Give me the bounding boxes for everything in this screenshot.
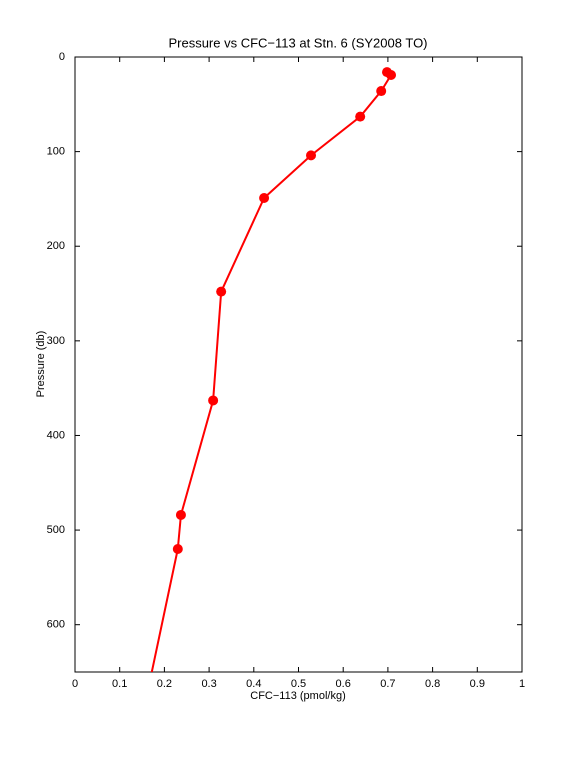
y-tick-label: 200 [47, 240, 65, 252]
data-point [208, 395, 219, 406]
data-point [216, 286, 227, 297]
y-tick-label: 600 [47, 619, 65, 631]
x-axis-label: CFC−113 (pmol/kg) [250, 690, 345, 702]
data-point [386, 69, 397, 80]
y-tick-label: 100 [47, 146, 65, 158]
x-tick-label: 0.9 [470, 678, 485, 690]
chart-title: Pressure vs CFC−113 at Stn. 6 (SY2008 TO… [168, 35, 427, 50]
x-tick-label: 0.3 [201, 678, 216, 690]
x-tick-label: 0 [72, 678, 78, 690]
y-tick-label: 400 [47, 429, 65, 441]
x-tick-label: 1 [519, 678, 525, 690]
data-point [175, 509, 186, 520]
x-tick-label: 0.1 [112, 678, 127, 690]
data-point [376, 86, 387, 97]
y-tick-label: 0 [59, 51, 65, 63]
y-tick-label: 300 [47, 335, 65, 347]
data-point [259, 192, 270, 203]
data-point [172, 544, 183, 554]
data-point [355, 111, 366, 122]
x-tick-label: 0.7 [380, 678, 395, 690]
x-tick-label: 0.2 [157, 678, 172, 690]
y-tick-label: 500 [47, 524, 65, 536]
x-tick-label: 0.4 [246, 678, 261, 690]
x-tick-label: 0.5 [291, 678, 306, 690]
x-tick-label: 0.6 [336, 678, 351, 690]
plot-area [150, 67, 397, 672]
data-point [306, 150, 317, 161]
x-tick-label: 0.8 [425, 678, 440, 690]
y-axis-label: Pressure (db) [35, 331, 47, 398]
